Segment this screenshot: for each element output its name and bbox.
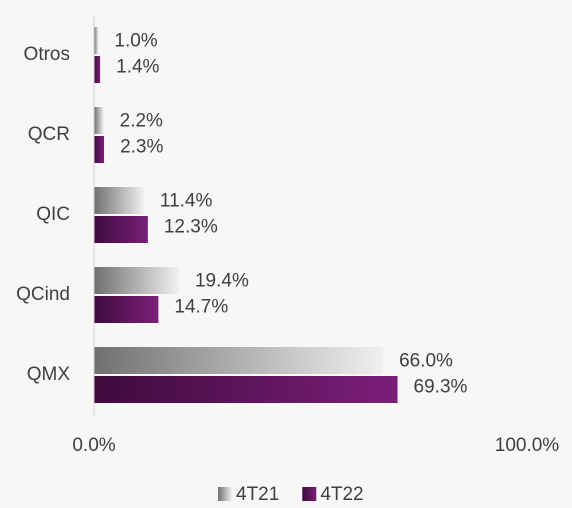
y-tick-label: QCR bbox=[28, 124, 70, 145]
bar bbox=[94, 107, 104, 134]
value-label: 1.0% bbox=[114, 31, 157, 52]
value-label: 2.2% bbox=[120, 111, 163, 132]
x-tick-label: 0.0% bbox=[72, 435, 115, 456]
value-label: 19.4% bbox=[195, 271, 249, 292]
value-label: 1.4% bbox=[116, 57, 159, 78]
bar bbox=[94, 27, 99, 54]
y-tick-label: QCind bbox=[16, 284, 70, 305]
value-label: 11.4% bbox=[160, 191, 213, 212]
bar bbox=[94, 376, 398, 403]
legend-swatch bbox=[302, 487, 317, 501]
value-label: 69.3% bbox=[414, 377, 468, 398]
x-tick-label: 100.0% bbox=[495, 435, 560, 456]
bar bbox=[94, 56, 101, 83]
bar bbox=[94, 267, 179, 294]
bar bbox=[94, 187, 144, 214]
value-label: 66.0% bbox=[399, 351, 453, 372]
bar bbox=[94, 216, 148, 243]
value-label: 14.7% bbox=[174, 297, 228, 318]
y-tick-label: Otros bbox=[24, 44, 70, 65]
y-tick-label: QMX bbox=[27, 364, 71, 385]
legend-label: 4T21 bbox=[236, 484, 279, 505]
bar bbox=[94, 136, 105, 163]
legend-label: 4T22 bbox=[320, 484, 363, 505]
value-label: 12.3% bbox=[164, 217, 218, 238]
bar bbox=[94, 296, 159, 323]
y-tick-label: QIC bbox=[36, 204, 70, 225]
value-label: 2.3% bbox=[120, 137, 163, 158]
legend-swatch bbox=[218, 487, 232, 501]
bar bbox=[94, 347, 384, 374]
